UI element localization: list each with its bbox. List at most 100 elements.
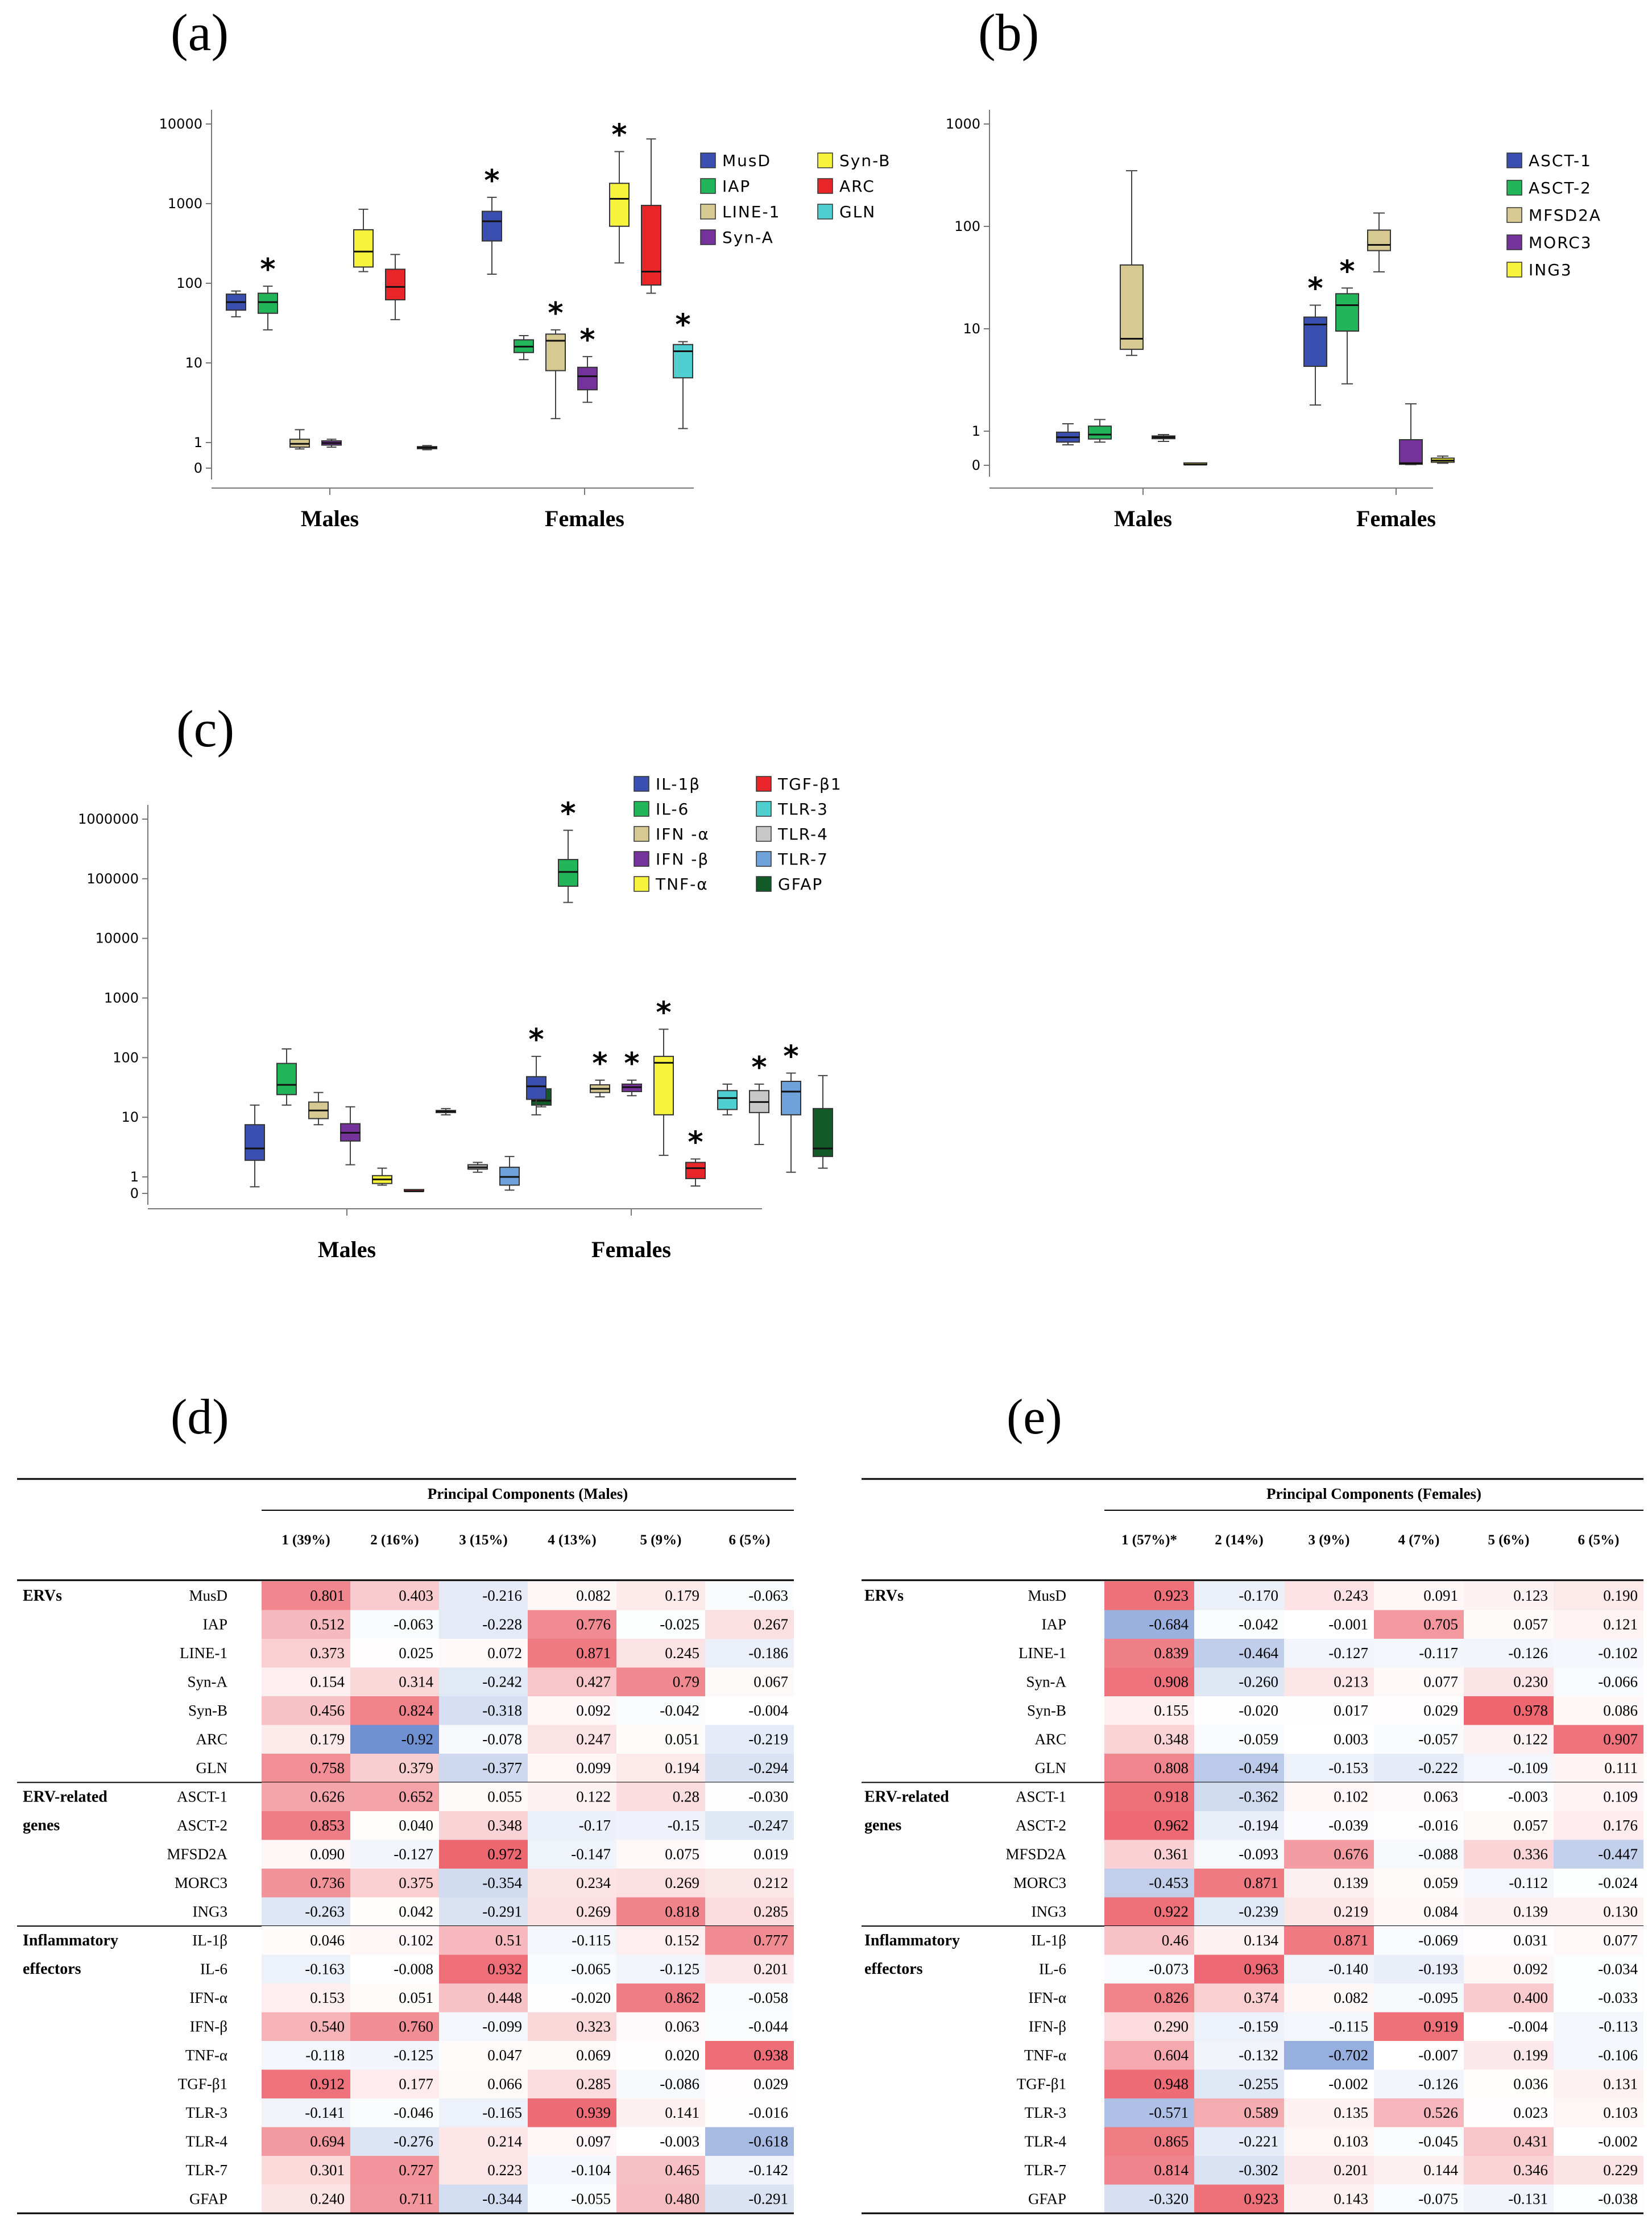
- cell-value: -0.102: [1598, 1644, 1638, 1662]
- loadings-table-1: (d) Principal Components (Males) 1 (39%) 2 …: [17, 1390, 796, 2214]
- cell-value: 0.540: [310, 2018, 345, 2035]
- cell-value: 0.139: [1334, 1874, 1368, 1891]
- cell-value: -0.222: [1418, 1759, 1458, 1776]
- cell-value: 0.871: [1244, 1874, 1278, 1891]
- cell-value: 0.972: [487, 1846, 522, 1863]
- heat-cell: [350, 1639, 439, 1668]
- heat-cell: [1284, 1639, 1374, 1668]
- heat-cell: [1554, 1840, 1643, 1869]
- cell-value: 0.057: [1513, 1817, 1548, 1834]
- cell-value: 0.963: [1244, 1961, 1278, 1978]
- cell-value: -0.117: [1419, 1644, 1458, 1662]
- heat-cell: [1104, 1639, 1194, 1668]
- heat-cell: [1464, 1639, 1554, 1668]
- significance-asterisk: *: [675, 308, 690, 342]
- row-name: IL-1β: [192, 1932, 227, 1949]
- cell-value: -0.242: [482, 1673, 522, 1691]
- legend-label: TLR-4: [777, 825, 829, 844]
- table-row-tlr-3: TLR-3 -0.571 0.589 0.135 0.526 0.023 0.103: [1025, 2098, 1643, 2127]
- heat-cell: [1104, 2041, 1194, 2070]
- row-group-label: ERV-related: [864, 1788, 949, 1806]
- heat-cell: [350, 2156, 439, 2185]
- heat-cell: [528, 1897, 616, 1926]
- heat-cell: [262, 1581, 350, 1610]
- group-label-females: Females: [545, 506, 624, 531]
- significance-asterisk: *: [560, 797, 575, 831]
- heat-cell: [350, 1667, 439, 1696]
- significance-asterisk: *: [624, 1047, 639, 1081]
- cell-value: -0.075: [1418, 2191, 1458, 2208]
- heat-cell: [705, 1725, 794, 1754]
- cell-value: -0.92: [401, 1731, 433, 1748]
- loadings-table-2: (e) Principal Components (Females) 1 (57%)…: [862, 1390, 1643, 2214]
- cell-value: -0.038: [1598, 2191, 1638, 2208]
- heat-cell: [350, 1984, 439, 2013]
- cell-value: -0.260: [1239, 1673, 1278, 1691]
- heat-cell: [1374, 1897, 1464, 1926]
- table-row-syn-b: Syn-B 0.456 0.824 -0.318 0.092 -0.042 -0.004: [188, 1696, 794, 1725]
- cell-value: -0.118: [305, 2047, 345, 2064]
- cell-value: 0.777: [753, 1932, 788, 1949]
- row-name: LINE-1: [1018, 1644, 1066, 1662]
- heat-cell: [705, 1639, 794, 1668]
- heat-cell: [1374, 1869, 1464, 1898]
- heat-cell: [1464, 1581, 1554, 1610]
- cell-value: 0.919: [1423, 2018, 1458, 2035]
- cell-value: 0.063: [1423, 1788, 1458, 1805]
- box-line-1-males: [289, 429, 310, 450]
- cell-value: 0.962: [1154, 1817, 1189, 1834]
- table-row-line-1: LINE-1 0.839 -0.464 -0.127 -0.117 -0.126 -0.10…: [1018, 1639, 1643, 1668]
- heat-cell: [1284, 2156, 1374, 2185]
- heat-cell: [1194, 1610, 1284, 1639]
- legend-label: IL-6: [656, 800, 689, 819]
- cell-value: 0.465: [665, 2162, 699, 2179]
- legend-label: ASCT-1: [1529, 151, 1592, 170]
- heat-cell: [1194, 2127, 1284, 2156]
- heat-cell: [1194, 1869, 1284, 1898]
- cell-value: -0.039: [1328, 1817, 1368, 1834]
- table-row-syn-a: Syn-A 0.908 -0.260 0.213 0.077 0.230 -0.066: [1026, 1667, 1643, 1696]
- row-name: LINE-1: [180, 1644, 227, 1662]
- cell-value: 0.051: [399, 1989, 433, 2006]
- heat-cell: [1464, 2012, 1554, 2041]
- box-asct-2-females: *: [1335, 254, 1359, 385]
- heat-cell: [262, 1725, 350, 1754]
- row-name: Syn-A: [187, 1673, 227, 1691]
- cell-value: 0.267: [753, 1616, 788, 1633]
- heat-cell: [1284, 1610, 1374, 1639]
- legend-label: TGF-β1: [777, 775, 842, 794]
- row-name: ASCT-2: [177, 1817, 227, 1834]
- cell-value: -0.001: [1328, 1616, 1368, 1633]
- legend-label: IL-1β: [656, 775, 701, 794]
- y-tick-label: 100: [176, 275, 202, 291]
- row-group-label: ERVs: [23, 1587, 62, 1605]
- table-row-arc: ARC 0.348 -0.059 0.003 -0.057 0.122 0.907: [1034, 1725, 1643, 1754]
- legend-label: LINE-1: [722, 203, 780, 221]
- heat-cell: [439, 1667, 528, 1696]
- heat-cell: [1374, 1581, 1464, 1610]
- cell-value: -0.073: [1149, 1961, 1189, 1978]
- cell-value: 0.141: [665, 2104, 699, 2121]
- table-row-tlr-4: TLR-4 0.865 -0.221 0.103 -0.045 0.431 -0.002: [1025, 2127, 1643, 2156]
- row-name: MORC3: [175, 1874, 227, 1891]
- cell-value: -0.219: [748, 1731, 788, 1748]
- heat-cell: [439, 1984, 528, 2013]
- cell-value: 0.427: [576, 1673, 611, 1691]
- box-iap-males: *: [258, 253, 278, 330]
- cell-value: -0.078: [482, 1731, 522, 1748]
- heat-cell: [616, 1667, 705, 1696]
- cell-value: 0.336: [1513, 1846, 1548, 1863]
- heat-cell: [350, 2127, 439, 2156]
- column-header: 3 (15%): [459, 1532, 507, 1548]
- box-body: [641, 205, 661, 286]
- box-asct-1-females: *: [1303, 272, 1327, 406]
- cell-value: 0.046: [310, 1932, 345, 1949]
- table-row-il-1: IL-1β 0.046 0.102 0.51 -0.115 0.152 0.777: [192, 1926, 794, 1955]
- heat-cell: [1464, 1811, 1554, 1840]
- heat-cell: [705, 1610, 794, 1639]
- box-gfap-females: [813, 1075, 833, 1169]
- box-tlr-7-females: *: [781, 1040, 801, 1173]
- cell-value: 0.824: [399, 1702, 433, 1719]
- heat-cell: [1374, 1639, 1464, 1668]
